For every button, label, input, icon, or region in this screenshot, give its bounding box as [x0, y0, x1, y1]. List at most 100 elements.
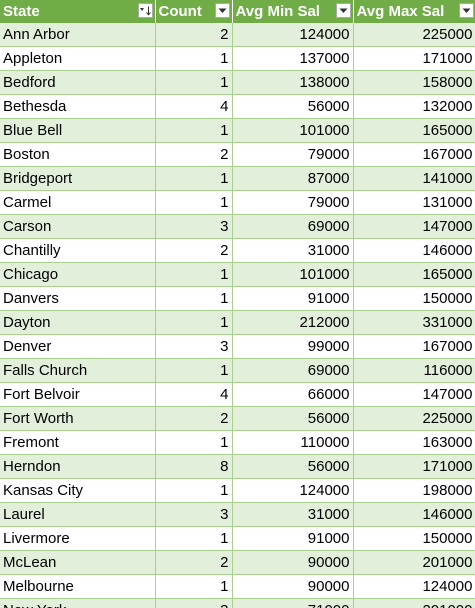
- cell-avg-max-sal[interactable]: 165000: [353, 263, 475, 287]
- header-avg-max-sal[interactable]: Avg Max Sal: [353, 0, 475, 23]
- cell-avg-min-sal[interactable]: 90000: [232, 575, 353, 599]
- cell-state[interactable]: New York: [0, 599, 155, 608]
- header-count[interactable]: Count: [155, 0, 232, 23]
- cell-count[interactable]: 1: [155, 359, 232, 383]
- cell-avg-max-sal[interactable]: 132000: [353, 95, 475, 119]
- cell-state[interactable]: Bedford: [0, 71, 155, 95]
- cell-state[interactable]: Carson: [0, 215, 155, 239]
- cell-state[interactable]: Chantilly: [0, 239, 155, 263]
- cell-avg-max-sal[interactable]: 198000: [353, 479, 475, 503]
- cell-avg-max-sal[interactable]: 331000: [353, 311, 475, 335]
- cell-state[interactable]: Danvers: [0, 287, 155, 311]
- cell-avg-min-sal[interactable]: 101000: [232, 119, 353, 143]
- cell-avg-max-sal[interactable]: 147000: [353, 383, 475, 407]
- cell-count[interactable]: 1: [155, 527, 232, 551]
- cell-avg-max-sal[interactable]: 167000: [353, 335, 475, 359]
- sort-filter-icon[interactable]: [138, 3, 153, 18]
- cell-state[interactable]: Fort Worth: [0, 407, 155, 431]
- cell-state[interactable]: Livermore: [0, 527, 155, 551]
- cell-avg-min-sal[interactable]: 56000: [232, 407, 353, 431]
- cell-state[interactable]: Falls Church: [0, 359, 155, 383]
- cell-avg-max-sal[interactable]: 147000: [353, 215, 475, 239]
- cell-avg-min-sal[interactable]: 71000: [232, 599, 353, 608]
- cell-count[interactable]: 1: [155, 119, 232, 143]
- cell-avg-min-sal[interactable]: 31000: [232, 239, 353, 263]
- header-avg-min-sal[interactable]: Avg Min Sal: [232, 0, 353, 23]
- cell-avg-max-sal[interactable]: 225000: [353, 23, 475, 47]
- cell-count[interactable]: 1: [155, 431, 232, 455]
- cell-avg-max-sal[interactable]: 225000: [353, 407, 475, 431]
- cell-avg-min-sal[interactable]: 69000: [232, 215, 353, 239]
- cell-avg-min-sal[interactable]: 69000: [232, 359, 353, 383]
- cell-avg-max-sal[interactable]: 163000: [353, 431, 475, 455]
- cell-state[interactable]: Boston: [0, 143, 155, 167]
- cell-state[interactable]: Ann Arbor: [0, 23, 155, 47]
- cell-count[interactable]: 2: [155, 551, 232, 575]
- cell-avg-min-sal[interactable]: 212000: [232, 311, 353, 335]
- cell-count[interactable]: 8: [155, 455, 232, 479]
- cell-avg-min-sal[interactable]: 79000: [232, 143, 353, 167]
- cell-avg-max-sal[interactable]: 146000: [353, 239, 475, 263]
- cell-count[interactable]: 1: [155, 47, 232, 71]
- cell-avg-max-sal[interactable]: 165000: [353, 119, 475, 143]
- cell-state[interactable]: Blue Bell: [0, 119, 155, 143]
- cell-state[interactable]: Chicago: [0, 263, 155, 287]
- cell-count[interactable]: 1: [155, 71, 232, 95]
- cell-count[interactable]: 2: [155, 23, 232, 47]
- cell-count[interactable]: 1: [155, 575, 232, 599]
- cell-count[interactable]: 3: [155, 503, 232, 527]
- cell-count[interactable]: 4: [155, 95, 232, 119]
- cell-avg-min-sal[interactable]: 66000: [232, 383, 353, 407]
- cell-state[interactable]: Fremont: [0, 431, 155, 455]
- filter-dropdown-icon[interactable]: [459, 3, 474, 18]
- cell-count[interactable]: 1: [155, 263, 232, 287]
- cell-count[interactable]: 1: [155, 287, 232, 311]
- cell-avg-max-sal[interactable]: 116000: [353, 359, 475, 383]
- cell-avg-max-sal[interactable]: 171000: [353, 455, 475, 479]
- cell-avg-max-sal[interactable]: 150000: [353, 527, 475, 551]
- cell-state[interactable]: Kansas City: [0, 479, 155, 503]
- cell-count[interactable]: 4: [155, 383, 232, 407]
- cell-count[interactable]: 3: [155, 215, 232, 239]
- cell-avg-max-sal[interactable]: 131000: [353, 191, 475, 215]
- cell-count[interactable]: 2: [155, 239, 232, 263]
- cell-count[interactable]: 2: [155, 407, 232, 431]
- cell-avg-min-sal[interactable]: 138000: [232, 71, 353, 95]
- cell-avg-min-sal[interactable]: 31000: [232, 503, 353, 527]
- filter-dropdown-icon[interactable]: [215, 3, 230, 18]
- cell-avg-min-sal[interactable]: 90000: [232, 551, 353, 575]
- cell-avg-min-sal[interactable]: 137000: [232, 47, 353, 71]
- cell-count[interactable]: 1: [155, 479, 232, 503]
- cell-state[interactable]: Carmel: [0, 191, 155, 215]
- cell-avg-max-sal[interactable]: 150000: [353, 287, 475, 311]
- cell-avg-min-sal[interactable]: 91000: [232, 287, 353, 311]
- cell-state[interactable]: Fort Belvoir: [0, 383, 155, 407]
- cell-avg-max-sal[interactable]: 201000: [353, 551, 475, 575]
- cell-count[interactable]: 1: [155, 167, 232, 191]
- cell-count[interactable]: 1: [155, 311, 232, 335]
- filter-dropdown-icon[interactable]: [336, 3, 351, 18]
- cell-count[interactable]: 2: [155, 143, 232, 167]
- cell-avg-min-sal[interactable]: 91000: [232, 527, 353, 551]
- cell-state[interactable]: Denver: [0, 335, 155, 359]
- header-state[interactable]: State: [0, 0, 155, 23]
- cell-avg-max-sal[interactable]: 124000: [353, 575, 475, 599]
- cell-count[interactable]: 3: [155, 335, 232, 359]
- cell-avg-min-sal[interactable]: 99000: [232, 335, 353, 359]
- cell-state[interactable]: Dayton: [0, 311, 155, 335]
- cell-state[interactable]: Herndon: [0, 455, 155, 479]
- cell-count[interactable]: 1: [155, 191, 232, 215]
- cell-avg-min-sal[interactable]: 110000: [232, 431, 353, 455]
- cell-avg-max-sal[interactable]: 158000: [353, 71, 475, 95]
- cell-count[interactable]: 3: [155, 599, 232, 608]
- cell-avg-max-sal[interactable]: 141000: [353, 167, 475, 191]
- cell-avg-min-sal[interactable]: 124000: [232, 479, 353, 503]
- cell-state[interactable]: Laurel: [0, 503, 155, 527]
- cell-state[interactable]: Appleton: [0, 47, 155, 71]
- cell-state[interactable]: Bridgeport: [0, 167, 155, 191]
- cell-avg-min-sal[interactable]: 124000: [232, 23, 353, 47]
- cell-avg-min-sal[interactable]: 101000: [232, 263, 353, 287]
- cell-avg-min-sal[interactable]: 56000: [232, 455, 353, 479]
- cell-avg-min-sal[interactable]: 56000: [232, 95, 353, 119]
- cell-avg-max-sal[interactable]: 171000: [353, 47, 475, 71]
